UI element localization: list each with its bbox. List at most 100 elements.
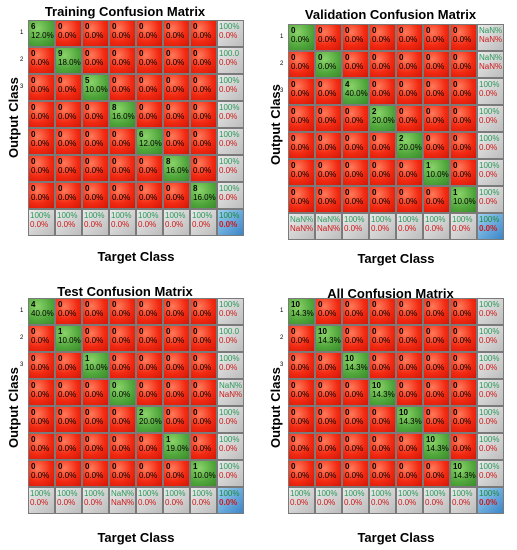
cell-value: 100% bbox=[57, 211, 78, 220]
cell-percent: 0.0% bbox=[219, 112, 238, 121]
cell-percent: 0.0% bbox=[193, 309, 212, 318]
summary-cell: 100% 0.0% bbox=[342, 487, 369, 514]
cell-value: 0 bbox=[345, 161, 350, 170]
cell-value: 0 bbox=[31, 354, 36, 363]
cell-percent: 0.0% bbox=[453, 35, 472, 44]
matrix-cell: 0 0.0% bbox=[396, 325, 423, 352]
cell-value: 100% bbox=[219, 157, 240, 166]
matrix-cell: 0 0.0% bbox=[396, 24, 423, 51]
cell-percent: 0.0% bbox=[166, 58, 185, 67]
cell-value: 0 bbox=[58, 354, 63, 363]
cell-percent: 0.0% bbox=[166, 112, 185, 121]
cell-value: 0 bbox=[291, 134, 296, 143]
test-confusion-matrix: Test Confusion Matrix Output Class 4 40.0… bbox=[0, 280, 250, 550]
matrix-cell: 0 0.0% bbox=[55, 182, 82, 209]
cell-percent: 0.0% bbox=[219, 193, 238, 202]
matrix-cell: 0 0.0% bbox=[163, 460, 190, 487]
summary-cell: 100% 0.0% bbox=[477, 186, 504, 213]
cell-value: 0 bbox=[166, 300, 171, 309]
cell-value: 0 bbox=[112, 300, 117, 309]
cell-value: 0 bbox=[426, 354, 431, 363]
cell-percent: 0.0% bbox=[31, 444, 50, 453]
matrix-cell: 0 0.0% bbox=[450, 132, 477, 159]
cell-value: 100% bbox=[219, 489, 240, 498]
cell-percent: 0.0% bbox=[291, 62, 310, 71]
cell-value: 0 bbox=[139, 76, 144, 85]
matrix-cell: 0 0.0% bbox=[288, 186, 315, 213]
matrix-cell: 0 0.0% bbox=[288, 406, 315, 433]
matrix-cell: 0 0.0% bbox=[55, 155, 82, 182]
cell-percent: 0.0% bbox=[453, 363, 472, 372]
cell-value: 0 bbox=[345, 107, 350, 116]
summary-cell: 100% 0.0% bbox=[477, 298, 504, 325]
cell-percent: 0.0% bbox=[193, 112, 212, 121]
cell-percent: 0.0% bbox=[291, 35, 310, 44]
matrix-cell: 0 0.0% bbox=[55, 406, 82, 433]
cell-percent: 0.0% bbox=[219, 85, 238, 94]
cell-percent: 12.0% bbox=[31, 31, 54, 40]
cell-percent: 0.0% bbox=[318, 62, 337, 71]
matrix-cell: 0 0.0% bbox=[288, 24, 315, 51]
cell-value: 0 bbox=[31, 381, 36, 390]
cell-value: 0 bbox=[345, 327, 350, 336]
matrix-cell: 1 10.0% bbox=[450, 186, 477, 213]
matrix-cell: 0 0.0% bbox=[396, 105, 423, 132]
matrix-cell: 0 0.0% bbox=[28, 47, 55, 74]
cell-percent: 0.0% bbox=[84, 498, 103, 507]
cell-value: 100% bbox=[219, 462, 240, 471]
cell-value: 0 bbox=[58, 22, 63, 31]
cell-value: 0 bbox=[399, 26, 404, 35]
matrix-cell: 0 0.0% bbox=[28, 379, 55, 406]
matrix-cell: 0 0.0% bbox=[190, 20, 217, 47]
cell-value: 0 bbox=[85, 130, 90, 139]
cell-percent: 40.0% bbox=[345, 89, 368, 98]
cell-value: 100% bbox=[317, 489, 338, 498]
matrix-cell: 0 0.0% bbox=[163, 128, 190, 155]
matrix-cell: 1 10.0% bbox=[190, 460, 217, 487]
cell-percent: 0.0% bbox=[453, 336, 472, 345]
cell-value: 0 bbox=[453, 26, 458, 35]
cell-value: 0 bbox=[318, 188, 323, 197]
cell-percent: NaN% bbox=[290, 224, 314, 233]
cell-value: 0 bbox=[193, 130, 198, 139]
matrix-cell: 0 0.0% bbox=[82, 182, 109, 209]
row-tick-label: 3 bbox=[280, 88, 284, 94]
cell-value: 0 bbox=[193, 381, 198, 390]
cell-value: 0 bbox=[399, 80, 404, 89]
cell-percent: 0.0% bbox=[139, 31, 158, 40]
cell-percent: 0.0% bbox=[372, 309, 391, 318]
matrix-cell: 0 0.0% bbox=[28, 74, 55, 101]
cell-percent: 0.0% bbox=[139, 471, 158, 480]
cell-percent: 0.0% bbox=[192, 498, 211, 507]
matrix-cell: 0 0.0% bbox=[396, 78, 423, 105]
summary-cell: 100% 0.0% bbox=[217, 487, 244, 514]
cell-value: 100% bbox=[219, 22, 240, 31]
cell-percent: 0.0% bbox=[112, 336, 131, 345]
cell-percent: 0.0% bbox=[426, 390, 445, 399]
cell-value: 0 bbox=[399, 188, 404, 197]
cell-percent: 0.0% bbox=[31, 390, 50, 399]
cell-value: 5 bbox=[85, 76, 90, 85]
cell-value: 100% bbox=[111, 211, 132, 220]
matrix-cell: 8 16.0% bbox=[163, 155, 190, 182]
matrix-cell: 0 0.0% bbox=[288, 51, 315, 78]
matrix-cell: 0 0.0% bbox=[109, 406, 136, 433]
cell-percent: 0.0% bbox=[479, 309, 498, 318]
matrix-cell: 0 0.0% bbox=[396, 186, 423, 213]
summary-cell: 100% 0.0% bbox=[109, 209, 136, 236]
cell-value: 0 bbox=[291, 80, 296, 89]
matrix-cell: 0 0.0% bbox=[136, 325, 163, 352]
cell-value: 0 bbox=[85, 381, 90, 390]
matrix-grid: 10 14.3% 0 0.0% 0 0.0% 0 0.0% 0 0.0% 0 0.0% 0 0.0% 100… bbox=[280, 298, 504, 514]
cell-percent: 0.0% bbox=[345, 35, 364, 44]
cell-percent: 0.0% bbox=[452, 498, 471, 507]
cell-value: 100% bbox=[479, 215, 500, 224]
cell-value: 10 bbox=[345, 354, 354, 363]
cell-percent: NaN% bbox=[317, 224, 341, 233]
cell-value: 0 bbox=[318, 408, 323, 417]
summary-cell: NaN% NaN% bbox=[477, 51, 504, 78]
cell-percent: 0.0% bbox=[84, 220, 103, 229]
cell-percent: 0.0% bbox=[193, 390, 212, 399]
cell-value: 0 bbox=[31, 49, 36, 58]
cell-value: 0 bbox=[31, 435, 36, 444]
